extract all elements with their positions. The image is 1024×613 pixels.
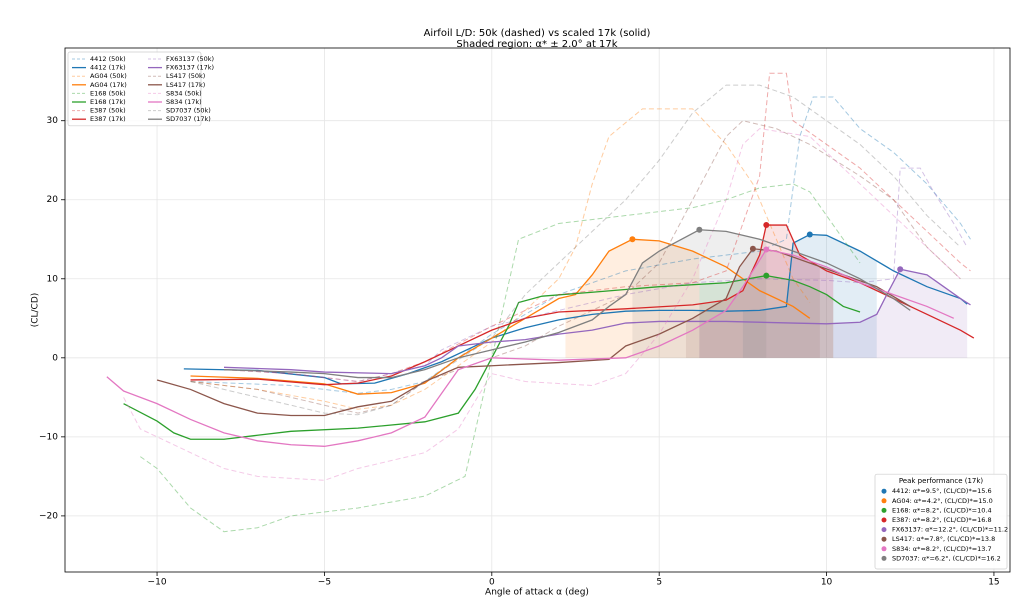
y-tick-label: 20 [47,195,59,205]
line-series [223,229,911,379]
peak-legend-marker [881,498,887,504]
x-tick-label: −10 [148,578,167,588]
peak-legend-marker [881,536,887,542]
shaded-region [742,234,877,358]
peak-legend-box [874,473,1008,570]
peak-marker [629,236,636,243]
x-tick-label: −5 [318,578,331,588]
peak-legend-label: E387: α*=8.2°, (CL/CD)*=16.8 [892,516,992,524]
peak-legend-label: AG04: α*=4.2°, (CL/CD)*=15.0 [892,497,993,505]
legend-label: SD7037 (50k) [166,107,211,115]
peak-legend-label: SD7037: α*=6.2°, (CL/CD)*=16.2 [892,554,1001,562]
legend-label: S834 (17k) [166,98,202,106]
peak-legend-label: LS417: α*=7.8°, (CL/CD)*=13.8 [892,535,995,543]
peak-legend-label: S834: α*=8.2°, (CL/CD)*=13.7 [892,545,992,553]
shaded-region [685,248,820,358]
y-axis-label: (CL/CD) [31,293,41,328]
legend-box [67,51,202,127]
plot-frame [64,47,1011,573]
legend-label: S834 (50k) [166,89,202,97]
peak-marker [749,245,756,252]
legend-label: E168 (50k) [90,89,126,97]
line-series [223,268,971,375]
legend-label: AG04 (50k) [90,72,127,80]
y-tick-label: 10 [47,274,59,284]
line-series [190,120,961,414]
shaded-region [632,229,767,358]
line-series [190,96,971,394]
line-series [190,238,811,395]
peak-marker [897,266,904,273]
peak-legend-marker [881,517,887,523]
shaded-region [699,249,834,358]
line-series [140,183,861,533]
peak-legend-marker [881,555,887,561]
chart-title: Airfoil L/D: 50k (dashed) vs scaled 17k … [424,28,651,39]
peak-legend-title: Peak performance (17k) [899,477,984,485]
peak-marker [763,222,770,229]
line-series [190,84,961,416]
peak-legend-label: FX63137: α*=12.2°, (CL/CD)*=11.2 [892,526,1008,534]
y-tick-label: −10 [39,432,58,442]
legend-label: 4412 (17k) [90,64,126,72]
legend-label: LS417 (50k) [166,72,205,80]
line-series [223,72,971,383]
x-axis-label: Angle of attack α (deg) [485,588,589,598]
shaded-region [833,269,968,358]
peak-marker [696,226,703,233]
x-tick-label: 10 [821,578,833,588]
shaded-region [699,225,834,358]
line-series [106,248,955,447]
chart-subtitle: Shaded region: α* ± 2.0° at 17k [456,39,617,50]
legend-label: E168 (17k) [90,98,126,106]
peak-legend-label: E168: α*=8.2°, (CL/CD)*=10.4 [892,506,992,514]
peak-legend-label: 4412: α*=9.5°, (CL/CD)*=15.6 [892,487,992,495]
x-tick-label: 15 [988,578,999,588]
legend-label: AG04 (17k) [90,81,127,89]
peak-marker [763,272,770,279]
legend-label: SD7037 (17k) [166,115,211,123]
x-tick-label: 0 [489,578,495,588]
peak-legend-marker [881,527,887,533]
legend-label: FX63137 (17k) [166,64,214,72]
peak-legend-marker [881,507,887,513]
y-tick-label: −20 [39,511,58,521]
legend-label: E387 (50k) [90,107,126,115]
legend-label: LS417 (17k) [166,81,205,89]
y-tick-label: 0 [52,353,58,363]
plot-area [106,72,975,533]
x-tick-label: 5 [656,578,662,588]
peak-legend-marker [881,488,887,494]
line-series [190,108,811,410]
peak-marker [763,246,770,253]
peak-marker [806,231,813,238]
peak-legend-marker [881,546,887,552]
legend-label: FX63137 (50k) [166,55,214,63]
legend-label: E387 (17k) [90,115,126,123]
line-series [183,233,968,385]
line-series [223,167,968,383]
y-tick-label: 30 [47,116,59,126]
legend-label: 4412 (50k) [90,55,126,63]
